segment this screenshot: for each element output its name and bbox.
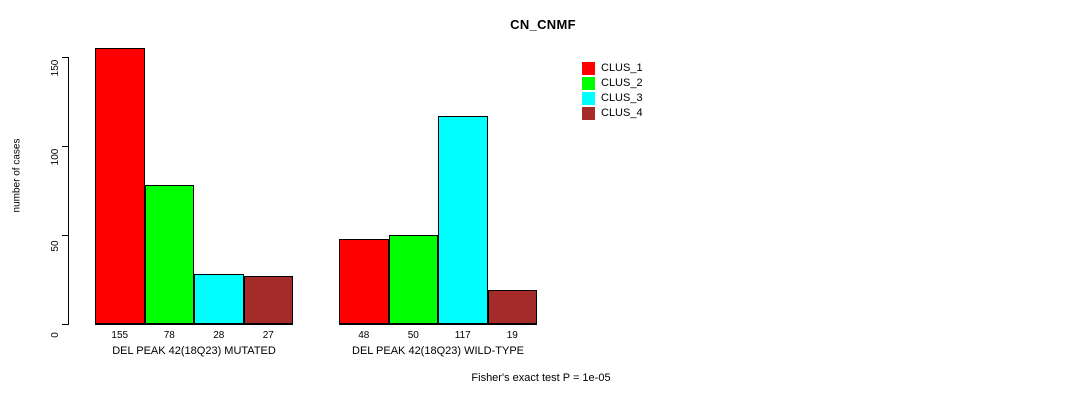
y-axis-tick-label: 0 bbox=[50, 332, 61, 338]
statistic-annotation: Fisher's exact test P = 1e-05 bbox=[0, 372, 1090, 384]
x-axis-baseline bbox=[95, 324, 293, 325]
x-axis-baseline bbox=[339, 324, 537, 325]
bar-clus-2[interactable] bbox=[388, 235, 438, 324]
bar-value-label: 50 bbox=[407, 330, 419, 341]
legend-item-label: CLUS_1 bbox=[601, 62, 643, 74]
bar-clus-1[interactable] bbox=[339, 238, 389, 324]
legend-item-clus-1[interactable]: CLUS_1 bbox=[582, 61, 643, 76]
y-axis-tick bbox=[62, 146, 69, 147]
bar-value-label: 155 bbox=[111, 330, 129, 341]
y-axis-tick bbox=[62, 235, 69, 236]
legend-item-clus-2[interactable]: CLUS_2 bbox=[582, 76, 643, 91]
legend-item-label: CLUS_4 bbox=[601, 107, 643, 119]
y-axis-tick-label: 100 bbox=[50, 148, 61, 166]
bar-value-label: 78 bbox=[163, 330, 175, 341]
bar-clus-4[interactable] bbox=[243, 275, 293, 324]
bar-value-label: 28 bbox=[213, 330, 225, 341]
y-axis-tick bbox=[62, 57, 69, 58]
bar-clus-3[interactable] bbox=[194, 274, 244, 324]
bar-value-label: 117 bbox=[454, 330, 471, 341]
y-axis-title: number of cases bbox=[11, 138, 23, 213]
bar-value-label: 19 bbox=[506, 330, 518, 341]
bar-clus-4[interactable] bbox=[487, 290, 537, 324]
legend-swatch-icon bbox=[582, 77, 595, 90]
y-axis-tick-label: 50 bbox=[50, 240, 61, 252]
legend-swatch-icon bbox=[582, 107, 595, 120]
legend-item-clus-3[interactable]: CLUS_3 bbox=[582, 91, 643, 106]
legend-item-label: CLUS_2 bbox=[601, 77, 643, 89]
legend-item-clus-4[interactable]: CLUS_4 bbox=[582, 106, 643, 121]
legend-item-label: CLUS_3 bbox=[601, 92, 643, 104]
x-axis-group-label: DEL PEAK 42(18Q23) MUTATED bbox=[112, 345, 276, 357]
y-axis-tick bbox=[62, 324, 69, 325]
statistic-annotation-text: Fisher's exact test P = 1e-05 bbox=[471, 372, 611, 384]
bar-clus-2[interactable] bbox=[144, 185, 194, 324]
y-axis-line bbox=[68, 57, 69, 325]
bar-value-label: 27 bbox=[262, 330, 274, 341]
chart-title: CN_CNMF bbox=[0, 17, 1090, 32]
bar-clus-3[interactable] bbox=[438, 115, 488, 324]
legend-swatch-icon bbox=[582, 92, 595, 105]
legend-swatch-icon bbox=[582, 62, 595, 75]
legend: CLUS_1 CLUS_2 CLUS_3 CLUS_4 bbox=[582, 61, 643, 121]
chart-title-text: CN_CNMF bbox=[510, 17, 576, 32]
bar-clus-1[interactable] bbox=[95, 48, 145, 324]
x-axis-group-label: DEL PEAK 42(18Q23) WILD-TYPE bbox=[352, 345, 524, 357]
bar-value-label: 48 bbox=[358, 330, 370, 341]
y-axis-tick-label: 150 bbox=[50, 59, 61, 77]
